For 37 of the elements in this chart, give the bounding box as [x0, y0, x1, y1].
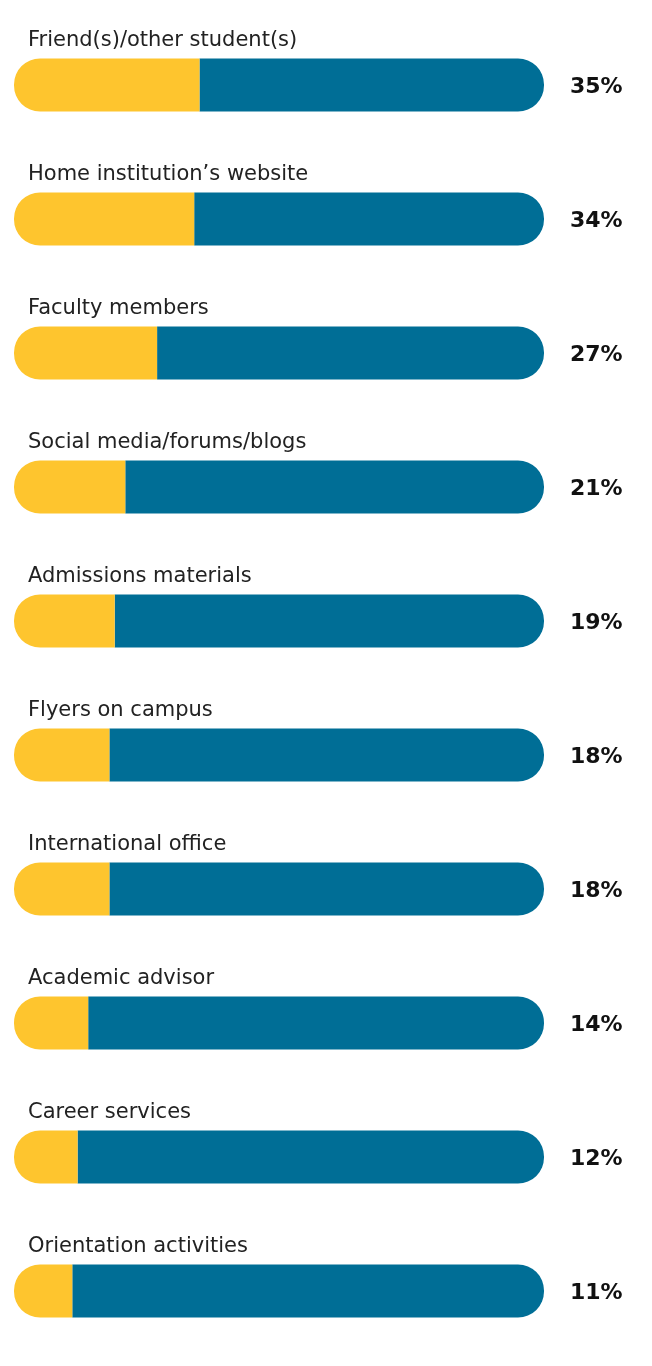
data-label: 12%	[570, 1144, 623, 1170]
data-label: 14%	[570, 1010, 623, 1036]
y-tick-label: Friend(s)/other student(s)	[28, 26, 298, 51]
bar	[109, 728, 544, 782]
data-label: 11%	[570, 1278, 623, 1304]
data-label: 21%	[570, 474, 623, 500]
bar	[199, 58, 544, 112]
bar	[14, 862, 110, 916]
data-label: 27%	[570, 340, 623, 366]
bar	[114, 594, 544, 648]
bar	[14, 192, 195, 246]
data-label: 19%	[570, 608, 623, 634]
y-tick-label: Flyers on campus	[28, 696, 213, 721]
bar	[109, 862, 544, 916]
data-label: 35%	[570, 72, 623, 98]
data-label: 18%	[570, 876, 623, 902]
y-tick-label: Admissions materials	[28, 562, 252, 587]
y-tick-label: Faculty members	[28, 294, 209, 319]
y-tick-label: Social media/forums/blogs	[28, 428, 307, 453]
bar	[72, 1264, 544, 1318]
bar	[14, 594, 115, 648]
y-tick-label: Orientation activities	[28, 1232, 248, 1257]
bar	[14, 326, 158, 380]
bar	[88, 996, 544, 1050]
y-tick-label: International office	[28, 830, 227, 855]
data-label: 34%	[570, 206, 623, 232]
bar	[14, 460, 126, 514]
data-label: 18%	[570, 742, 623, 768]
y-tick-label: Academic advisor	[28, 964, 215, 989]
bar	[125, 460, 544, 514]
bar	[14, 58, 200, 112]
bar	[77, 1130, 544, 1184]
y-tick-label: Career services	[28, 1098, 192, 1123]
bar	[157, 326, 544, 380]
y-tick-label: Home institution’s website	[28, 160, 309, 185]
bar	[14, 728, 110, 782]
bar	[194, 192, 544, 246]
